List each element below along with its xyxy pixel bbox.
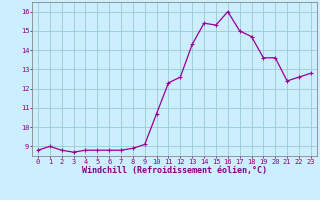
X-axis label: Windchill (Refroidissement éolien,°C): Windchill (Refroidissement éolien,°C) — [82, 166, 267, 175]
